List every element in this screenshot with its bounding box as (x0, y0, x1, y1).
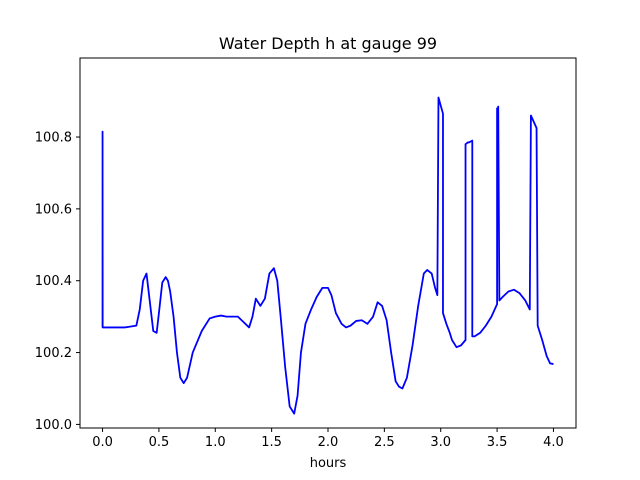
y-tick-label: 100.4 (35, 274, 72, 289)
chart-title: Water Depth h at gauge 99 (219, 34, 437, 53)
x-tick-label: 0.5 (149, 435, 170, 450)
x-axis-label: hours (310, 456, 347, 471)
x-tick-label: 2.0 (318, 435, 339, 450)
series-line (101, 96, 554, 415)
y-tick-label: 100.0 (35, 418, 72, 433)
x-tick-label: 1.5 (261, 435, 282, 450)
x-tick-label: 0.0 (92, 435, 113, 450)
x-tick-label: 3.0 (430, 435, 451, 450)
y-tick-label: 100.8 (35, 131, 72, 146)
x-tick-label: 2.5 (374, 435, 395, 450)
y-axis-ticks: 100.0 100.2 100.4 100.6 100.8 (35, 131, 80, 433)
x-tick-label: 4.0 (543, 435, 564, 450)
x-axis-ticks: 0.0 0.5 1.0 1.5 2.0 2.5 3.0 3.5 4.0 (92, 428, 564, 450)
y-tick-label: 100.6 (35, 202, 72, 217)
y-tick-label: 100.2 (35, 346, 72, 361)
plot-frame (79, 57, 577, 429)
x-tick-label: 3.5 (487, 435, 508, 450)
x-tick-label: 1.0 (205, 435, 226, 450)
